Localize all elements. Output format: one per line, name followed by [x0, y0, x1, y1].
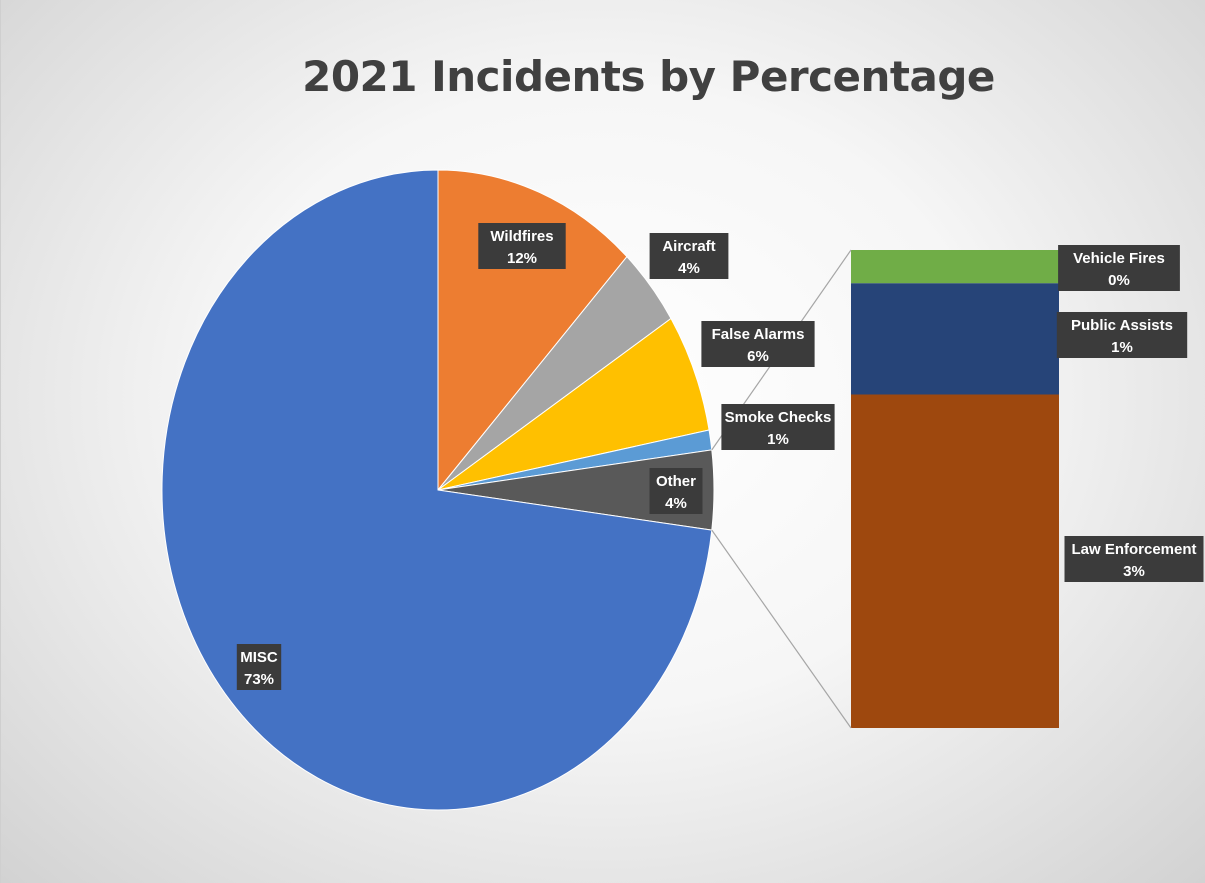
data-label-smoke-checks: Smoke Checks 1% — [721, 404, 835, 450]
data-label-name: Law Enforcement — [1071, 541, 1196, 558]
data-label-box — [1058, 245, 1180, 291]
data-label-value: 0% — [1108, 272, 1130, 289]
data-label-false-alarms: False Alarms 6% — [701, 321, 815, 367]
chart-title: 2021 Incidents by Percentage — [302, 52, 995, 101]
data-label-name: Wildfires — [490, 228, 553, 245]
data-label-value: 73% — [244, 671, 274, 688]
data-label-name: False Alarms — [712, 326, 805, 343]
data-label-name: Other — [656, 473, 696, 490]
data-label-box — [1056, 312, 1188, 358]
data-label-value: 1% — [1111, 339, 1133, 356]
data-label-value: 4% — [665, 495, 687, 512]
bar-segment-public-assists — [851, 283, 1059, 395]
data-label-law-enforcement: Law Enforcement 3% — [1064, 536, 1204, 582]
data-label-name: Smoke Checks — [725, 409, 832, 426]
data-label-box — [701, 321, 815, 367]
data-label-box — [649, 233, 729, 279]
data-label-box — [1064, 536, 1204, 582]
data-label-public-assists: Public Assists 1% — [1056, 312, 1188, 358]
data-label-name: Aircraft — [662, 238, 715, 255]
data-label-misc: MISC 73% — [236, 644, 282, 690]
connector-line-bottom — [711, 529, 852, 729]
data-label-value: 4% — [678, 260, 700, 277]
data-label-other: Other 4% — [649, 468, 703, 514]
data-label-name: Public Assists — [1071, 317, 1173, 334]
data-label-box — [721, 404, 835, 450]
data-label-vehicle-fires: Vehicle Fires 0% — [1058, 245, 1180, 291]
data-label-box — [478, 223, 566, 269]
data-label-value: 3% — [1123, 563, 1145, 580]
data-label-value: 6% — [747, 348, 769, 365]
data-label-name: Vehicle Fires — [1073, 250, 1165, 267]
data-label-wildfires: Wildfires 12% — [478, 223, 566, 269]
data-label-box — [649, 468, 703, 514]
data-label-value: 1% — [767, 431, 789, 448]
bar-segment-vehicle-fires — [851, 250, 1059, 284]
pie-slice-misc — [161, 169, 713, 811]
bar-segment-law-enforcement — [851, 394, 1059, 728]
pie-slice-false-alarms — [437, 317, 710, 491]
data-label-value: 12% — [507, 250, 537, 267]
data-label-box — [236, 644, 282, 690]
data-label-name: MISC — [240, 649, 278, 666]
data-label-aircraft: Aircraft 4% — [649, 233, 729, 279]
